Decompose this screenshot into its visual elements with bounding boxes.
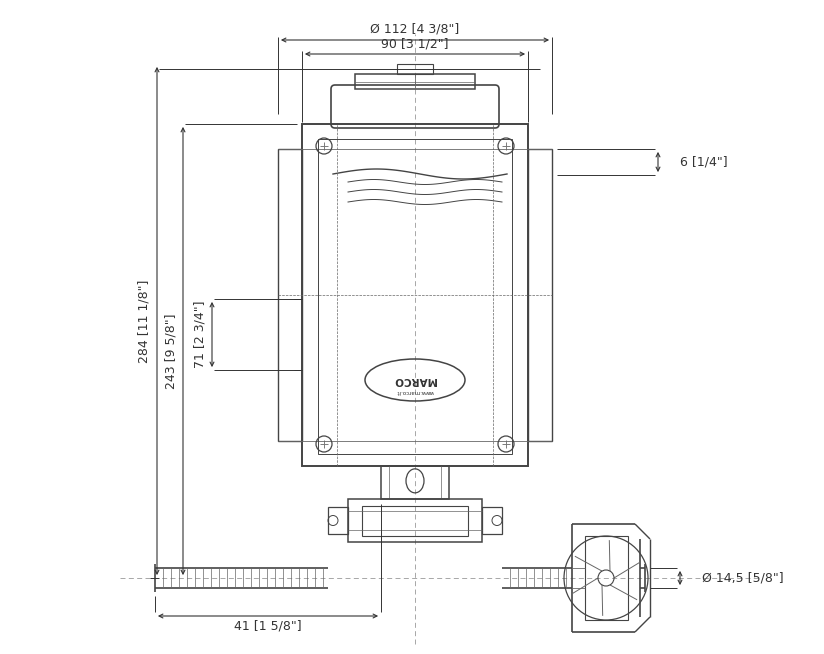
Text: 284 [11 1/8"]: 284 [11 1/8"] [138, 279, 151, 363]
Bar [318, 139, 512, 454]
Text: 243 [9 5/8"]: 243 [9 5/8"] [165, 313, 177, 388]
Bar [397, 64, 433, 74]
Bar [362, 506, 468, 536]
Bar [302, 124, 528, 466]
Text: Ø 112 [4 3/8"]: Ø 112 [4 3/8"] [370, 22, 460, 35]
Text: MARCO: MARCO [394, 375, 437, 385]
Text: www.marco.it: www.marco.it [396, 390, 433, 394]
Bar [328, 507, 348, 534]
Bar [585, 536, 628, 620]
Text: 41 [1 5/8"]: 41 [1 5/8"] [234, 619, 302, 632]
Text: 71 [2 3/4"]: 71 [2 3/4"] [194, 301, 207, 368]
Text: Ø 14,5 [5/8"]: Ø 14,5 [5/8"] [702, 572, 784, 585]
Text: 6 [1/4"]: 6 [1/4"] [680, 156, 728, 169]
Bar [482, 507, 502, 534]
Bar [381, 466, 449, 499]
Text: 90 [3 1/2"]: 90 [3 1/2"] [382, 37, 449, 50]
Bar [355, 74, 475, 89]
Bar [348, 499, 482, 542]
